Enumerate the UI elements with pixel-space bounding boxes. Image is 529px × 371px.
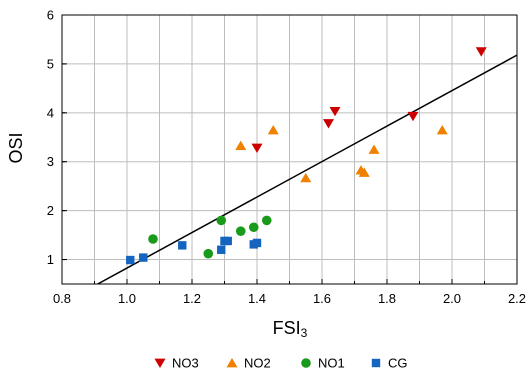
x-tick-label: 1.4 [248,291,266,306]
x-tick-label: 1.6 [313,291,331,306]
legend-marker-no1 [301,358,311,368]
data-point-cg [126,255,135,265]
data-point-cg [252,238,262,248]
data-point-no1 [216,215,227,226]
data-point-no3 [251,143,263,153]
y-axis-title: OSI [6,132,26,163]
legend-marker-no2 [226,358,238,368]
x-tick-label: 1.2 [183,291,201,306]
data-point-no2 [267,124,279,135]
x-axis-title-main: FSI [273,318,301,338]
legend-marker-no3 [154,358,166,368]
grid [61,14,518,285]
data-point-no2 [300,172,312,183]
data-point-no3 [475,47,487,57]
plot-area [61,14,518,285]
legend-label-no2: NO2 [244,356,271,371]
data-point-cg [223,236,232,246]
data-point-no1 [248,222,259,233]
x-axis-title: FSI3 [273,318,308,340]
x-axis-title-subscript: 3 [301,326,308,340]
data-point-no2 [358,167,370,177]
data-point-no3 [323,119,334,129]
data-point-no1 [261,215,272,226]
y-tick-label: 2 [47,203,54,218]
x-tick-label: 1.0 [118,291,136,306]
x-tick-label: 2.0 [443,291,461,306]
y-tick-label: 4 [47,105,54,120]
legend-item-cg: CG [371,356,408,371]
x-tick-label: 1.8 [378,291,396,306]
data-point-cg [139,253,148,262]
x-tick-label: 0.8 [53,291,71,306]
legend: NO3 NO2 NO1 CG [154,356,408,371]
legend-label-no3: NO3 [172,356,199,371]
major-ticks [61,14,518,284]
data-point-cg [217,245,226,254]
data-point-no2 [368,144,380,154]
data-point-no3 [407,111,419,122]
data-markers [126,47,487,265]
legend-item-no2: NO2 [226,356,271,371]
data-point-no3 [329,106,341,117]
y-tick-label: 6 [47,8,54,23]
data-point-no1 [203,248,214,259]
x-tick-label: 2.2 [508,291,526,306]
data-point-no2 [436,124,448,135]
legend-label-no1: NO1 [318,356,345,371]
x-tick-labels: 0.8 1.0 1.2 1.4 1.6 1.8 2.0 2.2 [53,291,526,306]
data-point-cg [178,241,187,250]
legend-label-cg: CG [388,356,408,371]
legend-marker-cg [371,358,381,368]
minor-ticks [62,63,485,284]
data-point-no2 [235,140,247,150]
fit-line [97,54,518,285]
y-tick-label: 1 [47,252,54,267]
y-tick-labels: 1 2 3 4 5 6 [47,8,54,268]
y-tick-label: 5 [47,56,54,71]
data-point-no1 [235,226,246,236]
y-tick-label: 3 [47,154,54,169]
data-point-no1 [148,234,158,244]
legend-item-no1: NO1 [301,356,345,371]
legend-item-no3: NO3 [154,356,199,371]
